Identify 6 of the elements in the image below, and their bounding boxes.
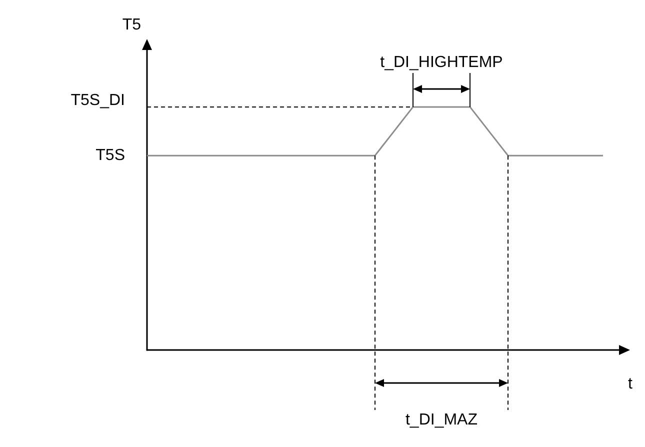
x-axis-title: t [628, 376, 633, 392]
text: t_DI_MAZ [405, 411, 478, 428]
text: T5S_DI [70, 92, 125, 110]
text: T5S [96, 146, 125, 164]
text: t_DI_HIGHTEMP [380, 54, 503, 71]
y-axis-title: T5 [122, 16, 142, 34]
